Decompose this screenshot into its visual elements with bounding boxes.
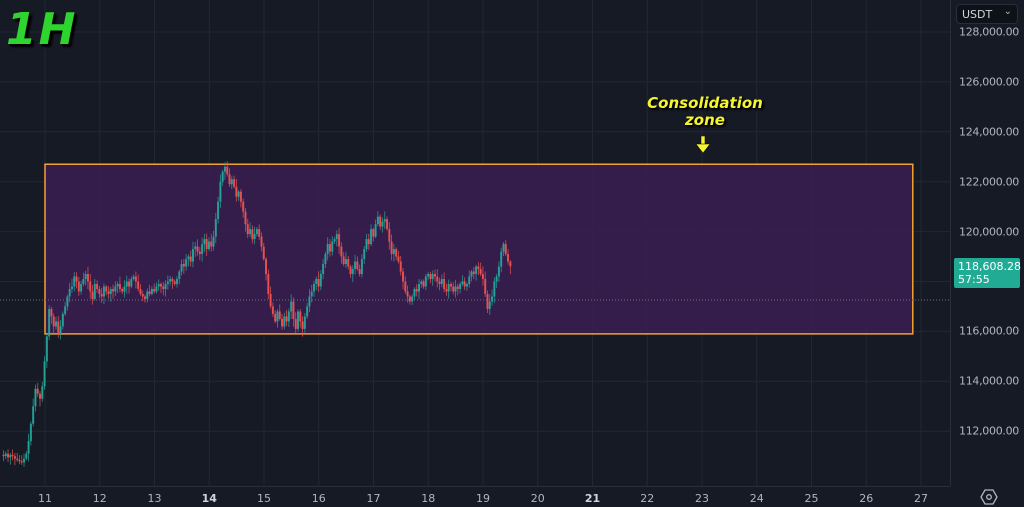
price-axis-tick: 128,000.00 [959,25,1019,39]
price-axis-tick: 116,000.00 [959,324,1019,338]
time-axis-tick: 18 [421,492,436,505]
price-axis[interactable]: 128,000.00 126,000.00 124,000.00 122,000.00… [950,0,1024,486]
price-axis-tick: 124,000.00 [959,125,1019,139]
time-axis-tick: 12 [92,492,107,505]
price-axis-tick: 120,000.00 [959,225,1019,239]
consolidation-zone-annotation: Consolidation zone [620,95,790,129]
time-axis-tick: 24 [749,492,764,505]
time-axis-tick: 27 [914,492,928,505]
currency-value: USDT [962,8,993,21]
timeframe-label: 1H [6,4,78,55]
currency-select[interactable]: USDT ⌄ [956,4,1018,24]
price-axis-tick: 126,000.00 [959,75,1019,89]
price-axis-tick: 122,000.00 [959,175,1019,189]
time-axis-tick: 16 [311,492,326,505]
current-price: 118,608.28 [958,260,1021,273]
time-axis-tick: 25 [804,492,819,505]
candles [2,160,512,468]
time-axis-tick: 20 [530,492,545,505]
time-axis-tick: 17 [366,492,381,505]
settings-gear-icon[interactable] [979,488,999,506]
current-price-tag: 118,608.28 57:55 [954,258,1021,288]
annotation-line-1: Consolidation [647,94,763,112]
time-axis-tick: 26 [859,492,874,505]
time-axis-tick: 19 [476,492,490,505]
price-axis-tick: 112,000.00 [959,424,1019,438]
candlestick-chart[interactable] [0,0,950,486]
arrow-down-icon [696,136,710,154]
time-axis-tick: 21 [584,492,601,505]
chevron-down-icon: ⌄ [1003,6,1012,17]
time-axis-tick: 14 [201,492,217,505]
bar-countdown: 57:55 [958,273,990,286]
consolidation-zone-box[interactable] [44,163,914,335]
time-axis-tick: 13 [147,492,162,505]
time-axis-tick: 11 [38,492,52,505]
time-axis-tick: 23 [695,492,709,505]
annotation-line-2: zone [685,111,725,129]
time-axis-tick: 22 [640,492,655,505]
price-axis-tick: 114,000.00 [959,374,1019,388]
time-axis-tick: 15 [257,492,271,505]
time-axis[interactable]: 11 12 13 14 15 16 17 18 19 20 21 22 23 24 25 26 27 [0,486,950,507]
